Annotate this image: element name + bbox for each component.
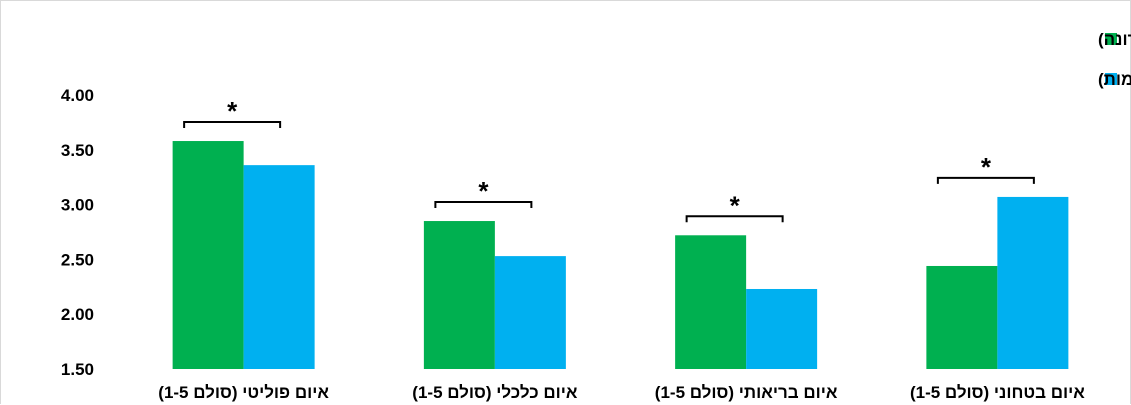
significance-bracket <box>936 176 1035 184</box>
legend: אוקטובר 2020 (קורונה) מאי 2021 (שומר החומ… <box>1098 30 1131 89</box>
significance-star: * <box>730 190 741 220</box>
bar-oct-2020 <box>675 235 747 369</box>
x-axis: איום פוליטי (סולם 1-5) איום כלכלי (סולם 1… <box>158 383 1085 402</box>
significance-markers: * * * * <box>183 96 1035 223</box>
significance-bracket <box>434 201 533 209</box>
y-tick-label: 2.50 <box>61 250 94 269</box>
legend-label: אוקטובר 2020 (קורונה) <box>1098 30 1131 49</box>
bars <box>172 141 1069 369</box>
x-category-label: איום בטחוני (סולם 1-5) <box>910 383 1085 402</box>
bar-may-2021 <box>494 256 566 369</box>
bar-may-2021 <box>997 196 1069 369</box>
x-category-label: איום כלכלי (סולם 1-5) <box>412 383 578 402</box>
legend-swatch <box>1105 73 1117 85</box>
y-axis: 1.50 2.00 2.50 3.00 3.50 4.00 <box>61 86 94 379</box>
significance-star: * <box>478 176 489 206</box>
significance-star: * <box>227 96 238 126</box>
bar-oct-2020 <box>172 141 244 369</box>
significance-bracket <box>183 121 282 129</box>
y-tick-label: 3.50 <box>61 141 94 160</box>
y-tick-label: 2.00 <box>61 305 94 324</box>
y-tick-label: 4.00 <box>61 86 94 105</box>
bar-oct-2020 <box>423 221 495 369</box>
bar-may-2021 <box>746 288 818 369</box>
legend-label: מאי 2021 (שומר החומות) <box>1098 70 1131 89</box>
x-category-label: איום פוליטי (סולם 1-5) <box>158 383 329 402</box>
significance-star: * <box>981 152 992 182</box>
significance-bracket <box>685 215 784 223</box>
bar-oct-2020 <box>926 265 998 369</box>
y-tick-label: 1.50 <box>61 360 94 379</box>
bar-may-2021 <box>243 165 315 369</box>
legend-swatch <box>1105 33 1117 45</box>
y-tick-label: 3.00 <box>61 196 94 215</box>
x-category-label: איום בריאותי (סולם 1-5) <box>655 383 838 402</box>
